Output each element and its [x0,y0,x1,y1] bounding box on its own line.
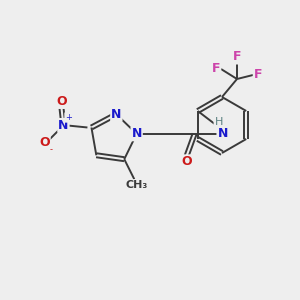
Text: -: - [50,145,53,154]
Text: F: F [254,68,262,82]
Text: N: N [131,127,142,140]
Text: O: O [56,95,67,108]
Text: H: H [214,117,223,127]
Text: O: O [181,155,192,168]
Text: N: N [58,119,69,132]
Text: N: N [111,108,122,121]
Text: O: O [39,136,50,149]
Text: CH₃: CH₃ [125,180,147,190]
Text: +: + [65,113,72,122]
Text: F: F [212,62,220,76]
Text: F: F [233,50,241,64]
Text: N: N [218,127,228,140]
